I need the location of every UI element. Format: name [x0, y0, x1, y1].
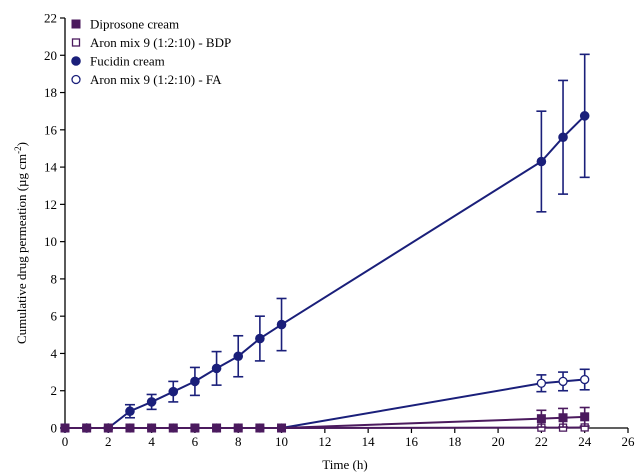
- legend-item: Aron mix 9 (1:2:10) - BDP: [71, 35, 231, 50]
- data-point: [277, 423, 287, 433]
- data-point: [82, 423, 92, 433]
- x-tick-label: 18: [448, 434, 461, 449]
- y-tick-label: 10: [44, 234, 57, 249]
- series-line: [65, 415, 585, 429]
- data-point: [190, 376, 200, 387]
- legend-item: Fucidin cream: [71, 54, 165, 69]
- data-point: [125, 423, 135, 433]
- series-line: [65, 115, 586, 429]
- series-aron-mix-9-1-2-10-fa: [60, 368, 590, 433]
- data-point: [255, 423, 265, 433]
- legend-label: Aron mix 9 (1:2:10) - FA: [90, 72, 222, 87]
- y-axis-title-main: Cumulative drug permeation (µg cm: [14, 154, 29, 344]
- series-diprosone-cream: [60, 406, 590, 433]
- x-tick-label: 6: [192, 434, 199, 449]
- data-point: [103, 423, 113, 433]
- series-layer: [60, 53, 590, 433]
- y-tick-label: 4: [51, 346, 58, 361]
- x-tick-label: 12: [318, 434, 331, 449]
- legend-marker: [71, 38, 81, 47]
- x-tick-label: 24: [578, 434, 592, 449]
- y-tick-label: 22: [44, 11, 57, 26]
- data-point: [558, 376, 568, 387]
- legend-item: Diprosone cream: [71, 17, 179, 32]
- series-fucidin-cream: [60, 53, 590, 433]
- x-tick-label: 16: [405, 434, 419, 449]
- y-tick-label: 0: [51, 421, 58, 436]
- data-point: [255, 333, 265, 344]
- x-tick-label: 10: [275, 434, 288, 449]
- y-tick-label: 18: [44, 85, 57, 100]
- x-tick-label: 0: [62, 434, 69, 449]
- y-tick-label: 14: [44, 160, 58, 175]
- data-point: [147, 423, 157, 433]
- legend-marker: [71, 19, 81, 29]
- data-point: [125, 406, 135, 417]
- data-point: [190, 423, 200, 433]
- data-point: [212, 423, 222, 433]
- x-tick-label: 8: [235, 434, 242, 449]
- x-tick-label: 20: [492, 434, 505, 449]
- y-ticks: 0 2 4 6 8 10 12 14 16 18 20 22: [44, 11, 65, 436]
- y-tick-label: 2: [51, 383, 58, 398]
- x-axis-title: Time (h): [322, 457, 367, 472]
- y-axis-title-superscript: -2: [13, 146, 23, 154]
- data-point: [233, 351, 244, 362]
- x-tick-label: 22: [535, 434, 548, 449]
- data-point: [579, 111, 590, 121]
- data-point: [146, 397, 157, 407]
- legend-marker: [71, 56, 81, 66]
- data-point: [233, 423, 243, 433]
- y-tick-label: 6: [51, 309, 58, 324]
- data-point: [558, 132, 568, 143]
- data-point: [211, 363, 222, 374]
- x-tick-label: 2: [105, 434, 112, 449]
- data-point: [276, 319, 287, 330]
- y-tick-label: 20: [44, 48, 57, 63]
- data-point: [168, 423, 178, 433]
- y-tick-label: 12: [44, 197, 57, 212]
- x-tick-label: 4: [148, 434, 155, 449]
- y-tick-label: 16: [44, 122, 58, 137]
- legend-label: Diprosone cream: [90, 17, 179, 32]
- legend-item: Aron mix 9 (1:2:10) - FA: [71, 72, 222, 87]
- data-point: [580, 374, 590, 385]
- legend-label: Fucidin cream: [90, 54, 165, 69]
- data-point: [536, 156, 547, 167]
- legend-marker: [71, 74, 81, 85]
- data-point: [168, 386, 179, 397]
- legend: Diprosone cream Aron mix 9 (1:2:10) - BDP…: [71, 17, 231, 87]
- data-point: [536, 414, 546, 424]
- data-point: [558, 413, 568, 423]
- x-ticks: 0 2 4 6 8 10 12 14 16 18 20 22 24 26: [62, 428, 635, 449]
- y-axis-title-close: ): [14, 142, 29, 146]
- axes: 0 2 4 6 8 10 12 14 16 18 20 22 24 26 0246810121416182…: [44, 11, 635, 450]
- data-point: [60, 423, 70, 433]
- x-tick-label: 26: [622, 434, 636, 449]
- legend-label: Aron mix 9 (1:2:10) - BDP: [90, 35, 231, 50]
- data-point: [536, 378, 547, 388]
- y-tick-label: 8: [51, 271, 58, 286]
- y-axis-title: Cumulative drug permeation (µg cm-2): [13, 142, 29, 344]
- data-point: [580, 412, 590, 422]
- x-tick-label: 14: [362, 434, 376, 449]
